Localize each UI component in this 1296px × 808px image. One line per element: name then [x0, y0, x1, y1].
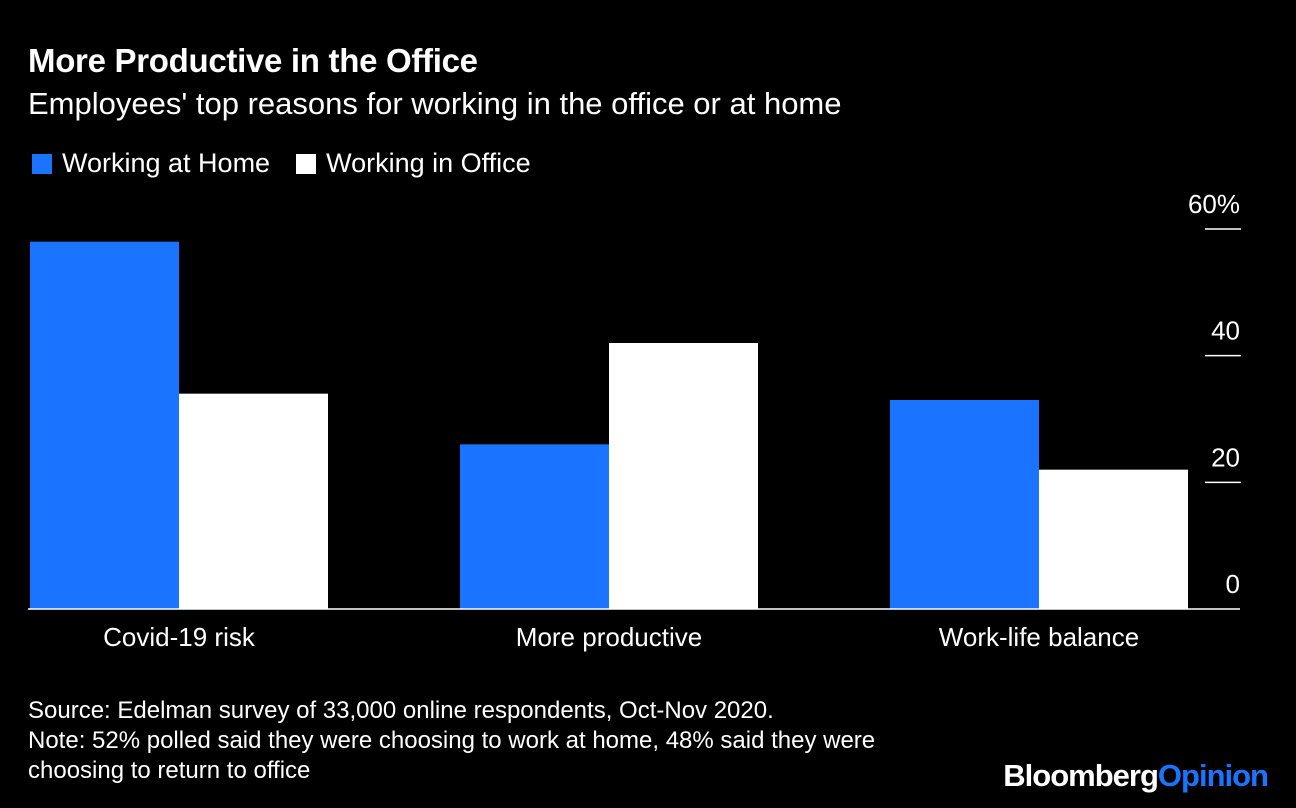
note-line-1: Note: 52% polled said they were choosing… [28, 727, 876, 754]
y-tick-label-3: 0 [1226, 569, 1240, 599]
brand-opinion: Opinion [1157, 758, 1269, 793]
source-note: Source: Edelman survey of 33,000 online … [28, 697, 774, 724]
y-tick-label-0: 60% [1188, 189, 1240, 219]
bar-chart: 60% 40 20 0 Covid-19 risk More productive Work… [28, 189, 1241, 652]
legend: Working at Home Working in Office [32, 148, 557, 179]
bar-home-2 [890, 400, 1039, 609]
y-tick-label-1: 40 [1211, 316, 1240, 346]
legend-swatch-home [32, 153, 52, 174]
x-tick-label-2: Work-life balance [939, 622, 1139, 652]
legend-label-home: Working at Home [62, 148, 271, 178]
note-line-2: choosing to return to office [28, 757, 311, 784]
brand-name: Bloomberg [1003, 758, 1159, 793]
legend-label-office: Working in Office [326, 148, 531, 178]
chart-title: More Productive in the Office [28, 42, 478, 79]
brand-logo: BloombergOpinion [1003, 758, 1269, 794]
legend-item-home: Working at Home [32, 148, 270, 179]
bar-office-1 [609, 343, 758, 609]
bar-home-1 [460, 444, 609, 609]
bar-office-2 [1039, 469, 1188, 609]
bar-home-0 [30, 241, 179, 609]
legend-swatch-office [296, 153, 317, 174]
legend-item-office: Working in Office [296, 148, 531, 179]
y-tick-label-2: 20 [1211, 442, 1240, 472]
footer-notes: Source: Edelman survey of 33,000 online … [28, 696, 875, 786]
chart-subtitle: Employees' top reasons for working in th… [28, 86, 842, 121]
x-tick-label-0: Covid-19 risk [103, 622, 256, 652]
bar-office-0 [179, 393, 328, 609]
x-tick-label-1: More productive [516, 622, 702, 652]
